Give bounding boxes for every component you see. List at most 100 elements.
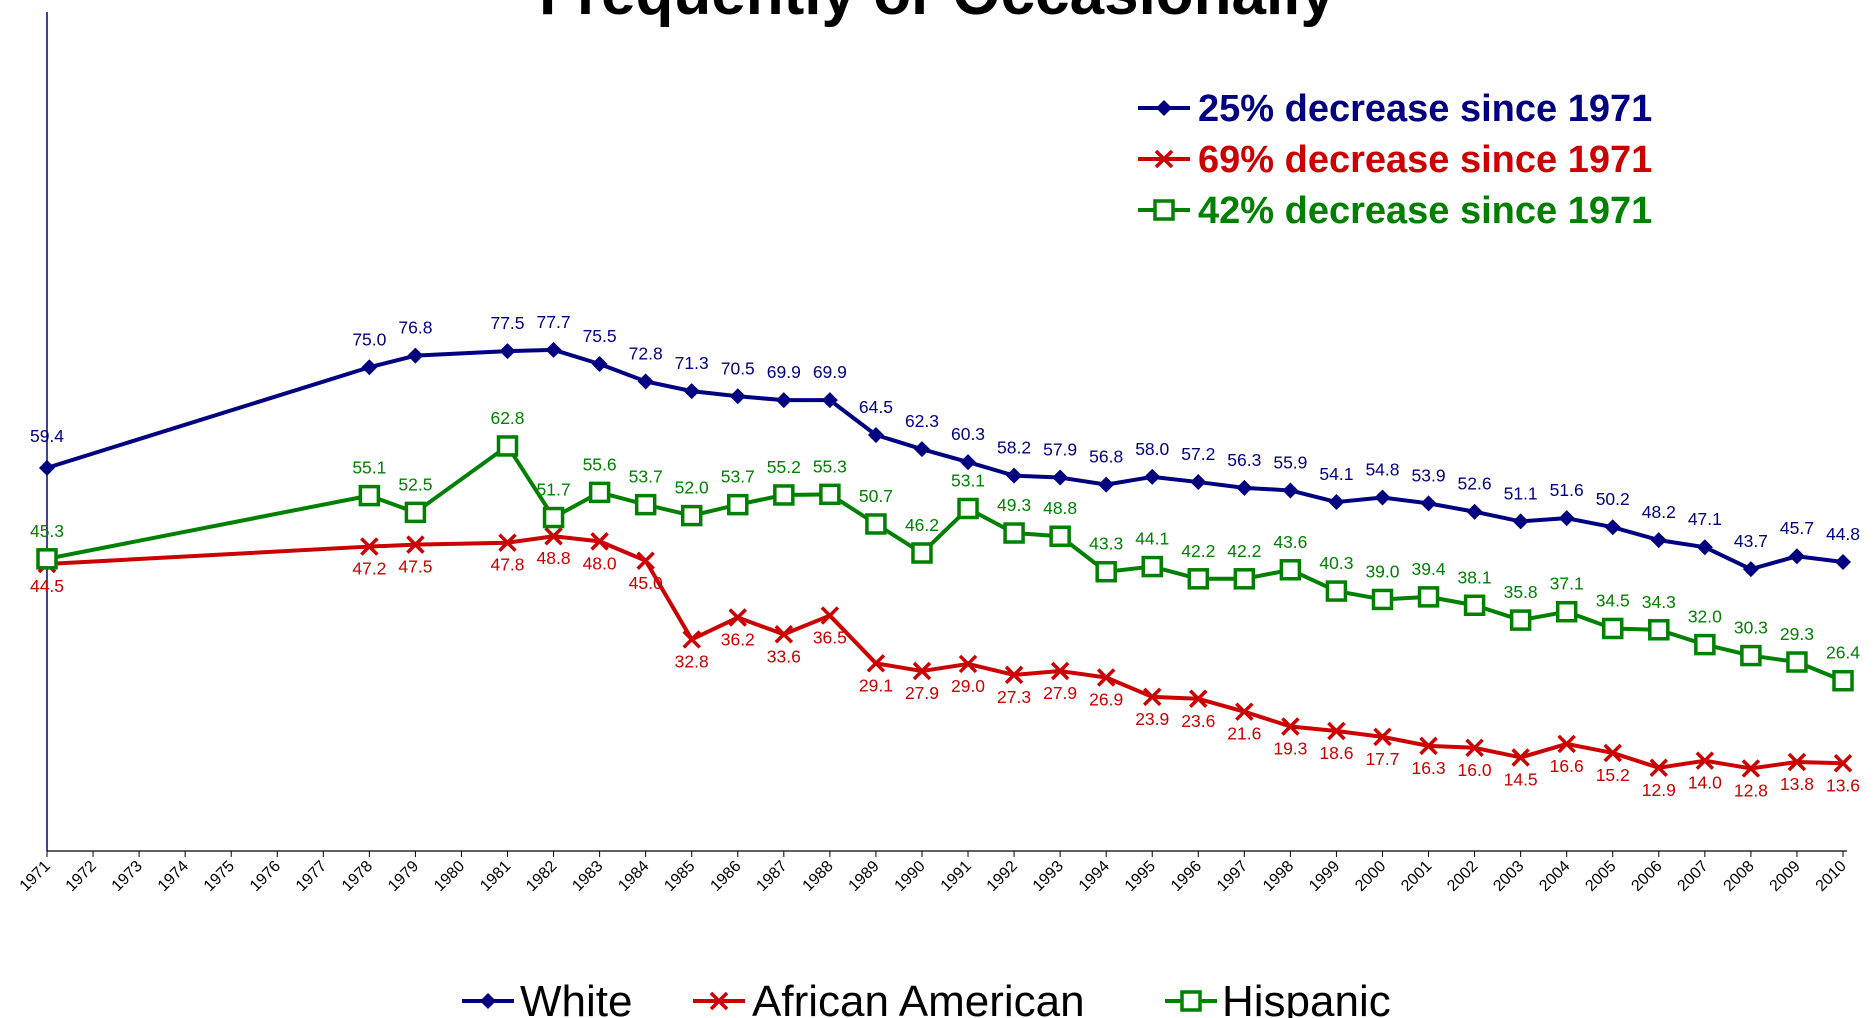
- data-point: [683, 383, 700, 400]
- data-label: 52.6: [1458, 474, 1492, 494]
- data-label: 27.9: [905, 683, 939, 703]
- data-point: [1279, 559, 1302, 581]
- annotation-text: 69% decrease since 1971: [1198, 139, 1652, 181]
- x-tick-label: 1999: [1306, 858, 1343, 895]
- data-label: 18.6: [1319, 743, 1353, 763]
- data-label: 39.0: [1365, 561, 1399, 581]
- data-point: [1325, 580, 1348, 602]
- data-point: [1463, 594, 1486, 617]
- data-point: [1282, 482, 1299, 499]
- data-point: [36, 548, 58, 570]
- data-label: 21.6: [1227, 724, 1261, 744]
- data-label: 47.1: [1688, 509, 1722, 529]
- data-label: 55.2: [767, 457, 801, 477]
- series-line: [46, 347, 1844, 572]
- legend-marker: [1180, 990, 1202, 1012]
- data-label: 55.9: [1273, 452, 1307, 472]
- data-label: 36.5: [813, 628, 847, 648]
- data-label: 52.5: [398, 474, 432, 494]
- data-label: 39.4: [1412, 559, 1446, 579]
- legend-label: African American: [752, 977, 1085, 1018]
- data-label: 46.2: [905, 515, 939, 535]
- data-point: [545, 341, 562, 358]
- series-hispanic: 45.3 55.1 52.5 62.8 51.7 55.6 53.7 52.0 53.7 55.2…: [30, 408, 1860, 692]
- data-label: 12.8: [1734, 780, 1768, 800]
- data-label: 69.9: [767, 362, 801, 382]
- data-label: 64.5: [859, 397, 893, 417]
- data-label: 44.1: [1135, 529, 1169, 549]
- annotation-text: 25% decrease since 1971: [1198, 88, 1652, 130]
- data-point: [1509, 609, 1532, 631]
- x-tick-label: 2009: [1767, 858, 1804, 895]
- data-label: 37.1: [1550, 574, 1584, 594]
- data-label: 47.5: [398, 557, 432, 577]
- data-point: [498, 533, 517, 552]
- data-label: 27.3: [997, 687, 1031, 707]
- data-label: 14.5: [1504, 769, 1538, 789]
- data-label: 38.1: [1458, 567, 1492, 587]
- data-label: 60.3: [951, 424, 985, 444]
- data-label: 12.9: [1642, 780, 1676, 800]
- data-point: [1417, 586, 1440, 608]
- data-label: 48.8: [1043, 498, 1077, 518]
- data-point: [39, 459, 55, 476]
- data-label: 32.0: [1688, 607, 1722, 627]
- chart-title: Frequently or Occasionally: [539, 0, 1335, 28]
- data-point: [911, 542, 933, 564]
- x-tick-label: 1971: [17, 858, 54, 895]
- data-label: 27.9: [1043, 683, 1077, 703]
- data-point: [1695, 751, 1715, 770]
- data-label: 47.8: [490, 555, 524, 575]
- data-label: 29.3: [1780, 624, 1814, 644]
- data-point: [1648, 619, 1670, 641]
- data-label: 53.7: [629, 467, 663, 487]
- data-point: [1328, 494, 1345, 511]
- data-point: [1052, 469, 1069, 486]
- x-tick-label: 1992: [984, 858, 1021, 895]
- data-label: 47.2: [352, 559, 386, 579]
- data-label: 30.3: [1734, 618, 1768, 638]
- annotation-3: 42% decrease since 1971: [1138, 190, 1652, 232]
- data-point: [773, 484, 795, 506]
- data-point: [728, 608, 748, 627]
- data-label: 33.6: [767, 646, 801, 666]
- data-point: [407, 347, 424, 364]
- data-label: 16.0: [1458, 760, 1492, 780]
- x-tick-label: 1993: [1030, 858, 1067, 895]
- x-tick-label: 1988: [800, 858, 837, 895]
- x-tick-label: 1990: [892, 858, 929, 895]
- x-tick-label: 1978: [339, 858, 376, 895]
- data-point: [499, 343, 516, 360]
- data-point: [360, 537, 379, 556]
- data-label: 45.7: [1780, 518, 1814, 538]
- series-layer: 59.4 75.0 76.8 77.5 77.7 75.5 72.8 71.3 70.5 69.9…: [30, 312, 1860, 801]
- data-point: [1096, 668, 1116, 687]
- data-label: 55.6: [583, 454, 617, 474]
- data-label: 42.2: [1181, 541, 1215, 561]
- x-tick-label: 1998: [1260, 858, 1297, 895]
- data-label: 54.1: [1319, 464, 1353, 484]
- x-tick-label: 1981: [477, 858, 514, 895]
- data-point: [1835, 554, 1851, 571]
- data-label: 75.0: [352, 329, 386, 349]
- data-label: 32.8: [675, 651, 709, 671]
- data-label: 44.5: [30, 576, 64, 596]
- data-label: 55.3: [813, 456, 847, 476]
- data-label: 13.6: [1826, 775, 1860, 795]
- data-label: 15.2: [1596, 765, 1630, 785]
- data-label: 26.9: [1089, 689, 1123, 709]
- data-label: 52.0: [675, 478, 709, 498]
- data-point: [1465, 738, 1484, 758]
- data-point: [820, 606, 840, 625]
- data-label: 53.1: [951, 471, 985, 491]
- x-tick-label: 1995: [1122, 858, 1159, 895]
- data-point: [1696, 539, 1713, 556]
- data-point: [1557, 734, 1576, 754]
- annotation-marker: [1156, 100, 1172, 116]
- data-point: [588, 481, 611, 504]
- data-label: 16.3: [1412, 758, 1446, 778]
- data-label: 34.3: [1642, 592, 1676, 612]
- x-tick-label: 1991: [938, 858, 975, 895]
- x-tick-label: 2008: [1721, 858, 1758, 895]
- data-point: [1420, 495, 1437, 512]
